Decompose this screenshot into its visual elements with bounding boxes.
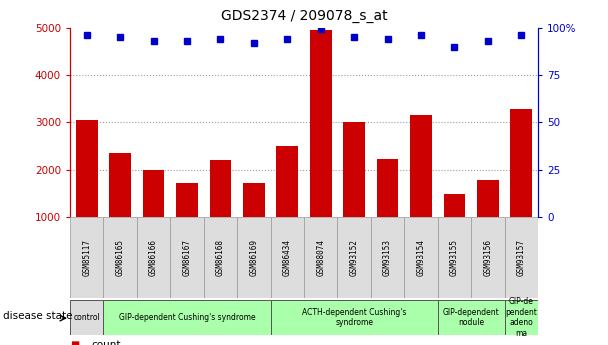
Bar bbox=[103, 300, 271, 335]
Bar bbox=[243, 183, 264, 265]
Bar bbox=[505, 217, 538, 298]
Bar bbox=[511, 109, 532, 265]
Text: GSM93153: GSM93153 bbox=[383, 239, 392, 276]
Text: GSM93154: GSM93154 bbox=[416, 239, 426, 276]
Text: GSM93152: GSM93152 bbox=[350, 239, 359, 276]
Bar bbox=[210, 160, 231, 265]
Bar bbox=[410, 115, 432, 265]
Bar bbox=[109, 153, 131, 265]
Text: GSM86166: GSM86166 bbox=[149, 239, 158, 276]
Text: GSM88074: GSM88074 bbox=[316, 239, 325, 276]
Bar bbox=[76, 120, 97, 265]
Bar bbox=[471, 217, 505, 298]
Text: GSM86167: GSM86167 bbox=[182, 239, 192, 276]
Bar bbox=[505, 300, 538, 335]
Text: GSM85117: GSM85117 bbox=[82, 239, 91, 276]
Text: ■: ■ bbox=[70, 340, 79, 345]
Bar bbox=[70, 300, 103, 335]
Bar bbox=[271, 300, 438, 335]
Text: count: count bbox=[91, 340, 121, 345]
Bar bbox=[371, 217, 404, 298]
Bar bbox=[404, 217, 438, 298]
Bar bbox=[277, 146, 298, 265]
Bar bbox=[344, 122, 365, 265]
Bar bbox=[444, 194, 465, 265]
Bar bbox=[377, 159, 398, 265]
Bar bbox=[204, 217, 237, 298]
Text: GSM93155: GSM93155 bbox=[450, 239, 459, 276]
Text: GIP-de
pendent
adeno
ma: GIP-de pendent adeno ma bbox=[505, 297, 537, 337]
Text: control: control bbox=[74, 313, 100, 322]
Bar bbox=[304, 217, 337, 298]
Bar bbox=[143, 170, 164, 265]
Text: GSM93156: GSM93156 bbox=[483, 239, 492, 276]
Text: GSM86169: GSM86169 bbox=[249, 239, 258, 276]
Text: GIP-dependent Cushing's syndrome: GIP-dependent Cushing's syndrome bbox=[119, 313, 255, 322]
Bar bbox=[70, 217, 103, 298]
Text: ACTH-dependent Cushing's
syndrome: ACTH-dependent Cushing's syndrome bbox=[302, 308, 406, 327]
Bar bbox=[337, 217, 371, 298]
Text: GSM86168: GSM86168 bbox=[216, 239, 225, 276]
Bar bbox=[438, 300, 505, 335]
Bar bbox=[137, 217, 170, 298]
Bar bbox=[170, 217, 204, 298]
Bar bbox=[237, 217, 271, 298]
Text: GDS2374 / 209078_s_at: GDS2374 / 209078_s_at bbox=[221, 9, 387, 23]
Bar bbox=[176, 183, 198, 265]
Bar bbox=[477, 180, 499, 265]
Bar bbox=[438, 217, 471, 298]
Bar bbox=[310, 30, 331, 265]
Text: GSM86165: GSM86165 bbox=[116, 239, 125, 276]
Text: disease state: disease state bbox=[3, 311, 72, 321]
Text: GIP-dependent
nodule: GIP-dependent nodule bbox=[443, 308, 500, 327]
Bar bbox=[271, 217, 304, 298]
Text: GSM93157: GSM93157 bbox=[517, 239, 526, 276]
Text: GSM86434: GSM86434 bbox=[283, 239, 292, 276]
Bar bbox=[103, 217, 137, 298]
